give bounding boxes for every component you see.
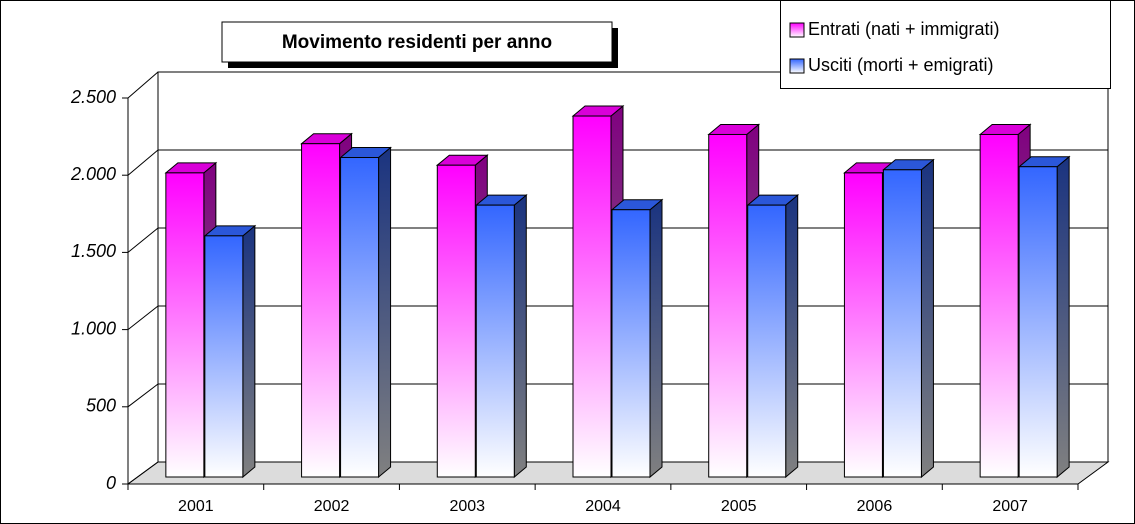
bar-side <box>378 146 392 479</box>
bar <box>843 172 883 478</box>
y-tick-label: 1.500 <box>71 241 116 261</box>
bar <box>611 209 651 478</box>
x-tick-label: 2007 <box>992 498 1028 515</box>
bar-side <box>785 194 799 479</box>
grid-line <box>127 227 159 253</box>
x-tick-label: 2006 <box>857 498 893 515</box>
bar <box>882 169 922 478</box>
grid-line <box>127 461 159 485</box>
bar <box>204 235 244 478</box>
y-tick-label: 2.500 <box>70 87 116 107</box>
grid-line <box>127 149 159 176</box>
x-tick-label: 2005 <box>721 498 757 515</box>
bar <box>475 204 515 478</box>
grid-line <box>127 383 159 408</box>
bar-side <box>1056 155 1070 479</box>
y-tick-label: 2.000 <box>70 164 116 184</box>
bar <box>436 164 476 478</box>
x-tick-label: 2001 <box>178 498 214 515</box>
bar-side <box>513 194 527 479</box>
legend-label: Usciti (morti + emigrati) <box>808 55 994 75</box>
y-tick-label: 500 <box>86 396 116 416</box>
bar <box>979 133 1019 478</box>
bar-side <box>649 198 663 479</box>
bar <box>708 133 748 478</box>
y-tick-label: 1.000 <box>71 318 116 338</box>
legend-label: Entrati (nati + immigrati) <box>808 19 1000 39</box>
x-tick-label: 2004 <box>585 498 621 515</box>
chart-title: Movimento residenti per anno <box>282 32 552 53</box>
title-box <box>221 21 613 63</box>
bar-side <box>920 158 934 479</box>
legend-swatch <box>789 58 805 74</box>
bar <box>301 143 341 478</box>
bar <box>747 204 787 478</box>
bar-side <box>242 224 256 479</box>
bar <box>165 172 205 478</box>
bar <box>572 115 612 478</box>
bar <box>340 157 380 478</box>
x-tick-label: 2002 <box>314 498 350 515</box>
x-tick-label: 2003 <box>449 498 485 515</box>
grid-line <box>127 305 159 330</box>
bar <box>1018 166 1058 478</box>
legend-swatch <box>789 22 805 38</box>
y-tick-label: 0 <box>106 473 116 493</box>
legend-box <box>780 0 1111 89</box>
grid-line <box>127 71 159 99</box>
